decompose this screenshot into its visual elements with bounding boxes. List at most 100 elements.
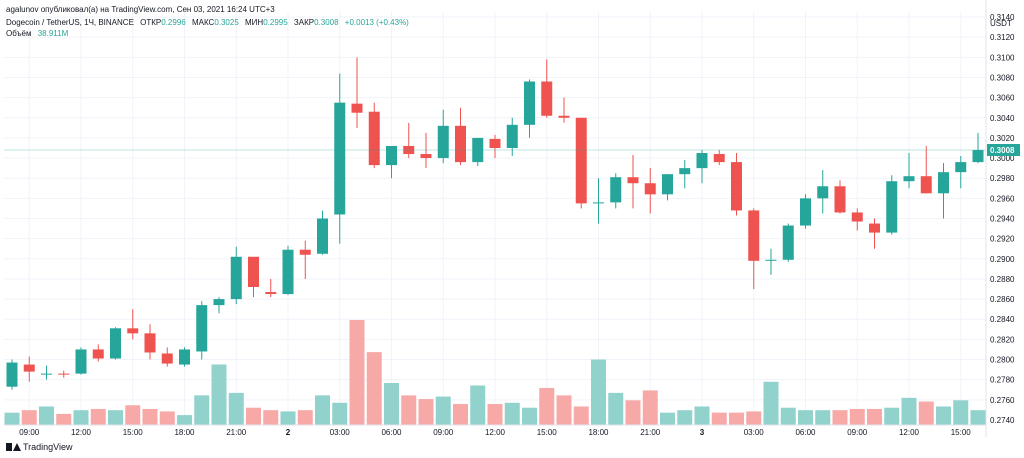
candle-body (955, 162, 967, 173)
candle-body (800, 198, 811, 226)
volume-bar (21, 410, 37, 425)
y-tick-label: 0.2820 (990, 335, 1015, 344)
volume-legend: Объём 38.911M (6, 29, 68, 38)
candle-body (713, 154, 725, 163)
volume-bar (384, 383, 399, 425)
candle-body (679, 168, 691, 175)
y-tick-label: 0.3060 (990, 94, 1015, 103)
volume-bar (642, 390, 658, 425)
volume-bar (746, 411, 762, 425)
y-tick-label: 0.2800 (990, 356, 1015, 365)
y-tick-label: 0.3080 (990, 73, 1015, 82)
volume-bar (832, 410, 848, 425)
volume-bar (90, 408, 106, 425)
x-tick-label: 15:00 (123, 428, 144, 437)
volume-bar (194, 395, 210, 425)
candle-body (386, 145, 397, 166)
x-tick-label: 03:00 (744, 428, 765, 437)
x-tick-label: 12:00 (485, 428, 506, 437)
volume-bar (453, 404, 468, 425)
y-tick-label: 0.3000 (990, 154, 1015, 163)
volume-bar (401, 395, 417, 425)
volume-bar (280, 411, 296, 425)
y-tick-label: 0.3140 (990, 13, 1015, 22)
x-tick-label: 18:00 (174, 428, 195, 437)
candle-body (437, 125, 449, 159)
volume-bar (591, 359, 606, 425)
volume-bar (970, 410, 986, 425)
close-label: ЗАКР (293, 18, 315, 27)
candle-body (455, 125, 466, 163)
volume-bar (901, 397, 917, 425)
candle-body (248, 256, 259, 287)
symbol-legend: Dogecoin / TetherUS, 1Ч, BINANCE ОТКР0.2… (6, 18, 409, 27)
volume-label: Объём (6, 29, 32, 38)
candle-body (575, 117, 587, 204)
volume-bar (366, 352, 382, 425)
volume-bar (315, 395, 330, 425)
x-tick-label: 21:00 (640, 428, 661, 437)
x-tick-label: 03:00 (330, 428, 351, 437)
symbol-name: Dogecoin / TetherUS, 1Ч, BINANCE (6, 18, 134, 27)
y-tick-label: 0.3100 (990, 53, 1015, 62)
x-tick-label: 15:00 (951, 428, 972, 437)
volume-bar (918, 401, 934, 425)
tradingview-footer[interactable]: TradingView (6, 442, 73, 452)
tradingview-brand: TradingView (23, 442, 73, 452)
candle-body (696, 153, 708, 169)
candle-body (593, 202, 604, 204)
high-label: МАКС (191, 18, 215, 27)
volume-bar (332, 402, 348, 425)
volume-bar (780, 407, 796, 425)
candle-body (420, 154, 432, 159)
volume-bar (159, 411, 175, 425)
candle-body (144, 333, 156, 353)
volume-bar (608, 392, 624, 425)
candle-body (317, 218, 328, 254)
candle-body (765, 259, 777, 261)
close-value: 0.3008 (314, 18, 339, 27)
candle-body (782, 225, 794, 260)
last-price-label: 0.3008 (990, 146, 1015, 155)
candle-body (23, 364, 35, 372)
candle-body (972, 150, 984, 163)
candle-body (903, 176, 915, 182)
candle-body (230, 256, 242, 300)
volume-bar (487, 404, 503, 425)
volume-bar (73, 410, 89, 425)
volume-bar (177, 415, 192, 425)
volume-bar (435, 396, 451, 425)
candle-body (731, 162, 742, 211)
candle-body (558, 115, 570, 118)
candle-body (886, 181, 898, 233)
candle-body (282, 249, 294, 295)
y-tick-label: 0.2960 (990, 194, 1015, 203)
volume-bar (522, 407, 537, 425)
volume-bar (539, 387, 555, 425)
y-tick-label: 0.3040 (990, 114, 1015, 123)
high-value: 0.3025 (214, 18, 239, 27)
volume-bar (125, 405, 141, 425)
x-tick-label: 09:00 (847, 428, 868, 437)
volume-bar (470, 385, 486, 425)
candle-body (213, 299, 225, 306)
volume-bar (297, 410, 313, 425)
candle-body (938, 172, 949, 194)
candle-body (110, 328, 121, 359)
y-tick-label: 0.2920 (990, 235, 1015, 244)
volume-bar (953, 400, 969, 425)
volume-bar (884, 407, 900, 425)
volume-bar (228, 392, 244, 425)
candle-body (644, 183, 656, 195)
last-price-badge (987, 144, 1020, 157)
y-tick-label: 0.2840 (990, 315, 1015, 324)
volume-bar (867, 408, 882, 425)
low-value: 0.2995 (263, 18, 288, 27)
candle-body (748, 210, 760, 261)
candle-body (920, 176, 932, 194)
x-tick-label: 15:00 (537, 428, 558, 437)
y-tick-label: 0.2940 (990, 215, 1015, 224)
x-tick-label: 09:00 (433, 428, 454, 437)
candle-body (541, 81, 553, 116)
